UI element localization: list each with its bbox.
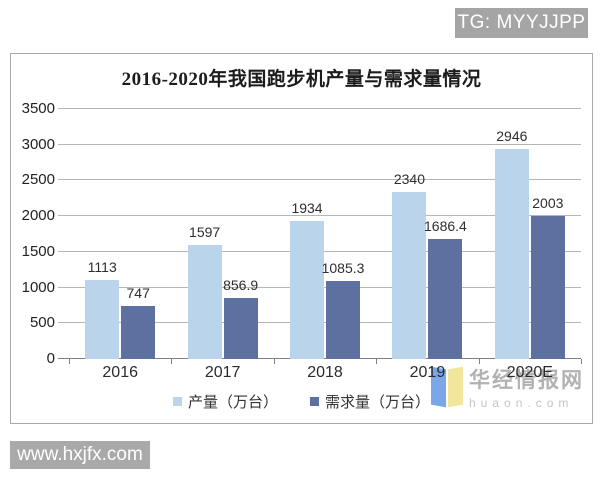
category-group-2017: 1597 856.9 (171, 109, 273, 359)
category-group-2019: 2340 1686.4 (376, 109, 478, 359)
y-tick-label: 2000 (21, 207, 55, 225)
legend-label: 产量（万台） (187, 394, 278, 411)
category-group-2020E: 2946 2003 (479, 109, 581, 359)
gridline (58, 215, 581, 217)
bar: 1085.3 (322, 260, 364, 359)
y-tick-label: 3000 (21, 135, 55, 153)
y-tick-label: 500 (29, 314, 55, 332)
hxjfx-watermark-badge: www.hxjfx.com (10, 441, 150, 469)
bar-value-label: 1085.3 (321, 260, 365, 277)
x-tick-mark (478, 359, 480, 364)
legend-swatch (310, 397, 319, 406)
gridline (58, 108, 581, 109)
bar-value-label: 747 (126, 284, 150, 301)
bar-value-label: 1686.4 (424, 217, 467, 234)
bar: 2946 (494, 128, 529, 359)
bar-value-label: 2003 (532, 194, 564, 211)
x-category-label: 2018 (307, 364, 343, 381)
x-tick-mark (273, 359, 275, 364)
category-group-2016: 1113 747 (69, 109, 171, 359)
bar-value-label: 856.9 (223, 276, 259, 293)
bar: 1597 (187, 224, 222, 359)
x-category-label: 2017 (204, 364, 241, 381)
y-tick-label: 0 (46, 350, 55, 367)
x-tick-mark (376, 359, 378, 364)
bar: 2003 (530, 195, 565, 359)
category-group-2018: 1934 1085.3 (274, 109, 376, 359)
huaon-watermark: 华经情报网 huaon.com (431, 364, 584, 412)
gridline (58, 179, 581, 181)
plot-area: 0 500 1000 1500 2000 2500 3000 3500 1113 747 1597 8… (22, 100, 582, 367)
chart-container: 2016-2020年我国跑步机产量与需求量情况 0 500 1000 1500 2000… (10, 53, 593, 424)
x-axis-labels: 2016 2017 2018 2019 2020E (69, 364, 581, 382)
bar: 1686.4 (424, 218, 467, 359)
chart-legend: 产量（万台） 需求量（万台） (11, 391, 592, 412)
x-category-label: 2016 (102, 364, 138, 381)
tg-contact-badge: TG: MYYJJPP (455, 8, 588, 38)
bar-value-label: 2946 (496, 127, 528, 144)
legend-swatch (172, 397, 182, 406)
huaon-site: huaon.com (469, 396, 574, 410)
bar-value-label: 2340 (393, 170, 425, 187)
x-tick-mark (171, 359, 173, 364)
legend-item-production: 产量（万台） (172, 391, 278, 412)
y-tick-label: 3500 (21, 100, 55, 117)
bar-value-label: 1113 (87, 258, 117, 275)
bar-value-label: 1934 (291, 199, 323, 216)
bar: 747 (121, 285, 156, 359)
y-tick-label: 1000 (21, 278, 55, 296)
x-tick-mark (581, 359, 582, 364)
y-tick-label: 2500 (21, 171, 55, 189)
y-tick-label: 1500 (21, 242, 55, 260)
legend-item-demand: 需求量（万台） (310, 391, 430, 412)
x-category-label: 2020E (506, 364, 553, 381)
bar: 1113 (85, 259, 120, 359)
bar-value-label: 1597 (189, 223, 221, 240)
gridline (58, 143, 581, 145)
bar: 1934 (290, 200, 325, 359)
x-category-label: 2019 (409, 364, 446, 381)
bar: 2340 (392, 171, 427, 359)
x-tick-mark (69, 359, 70, 364)
legend-label: 需求量（万台） (325, 394, 431, 411)
huaon-brand: 华经情报网 (469, 369, 584, 392)
chart-title: 2016-2020年我国跑步机产量与需求量情况 (121, 69, 482, 90)
bar: 856.9 (223, 277, 258, 359)
